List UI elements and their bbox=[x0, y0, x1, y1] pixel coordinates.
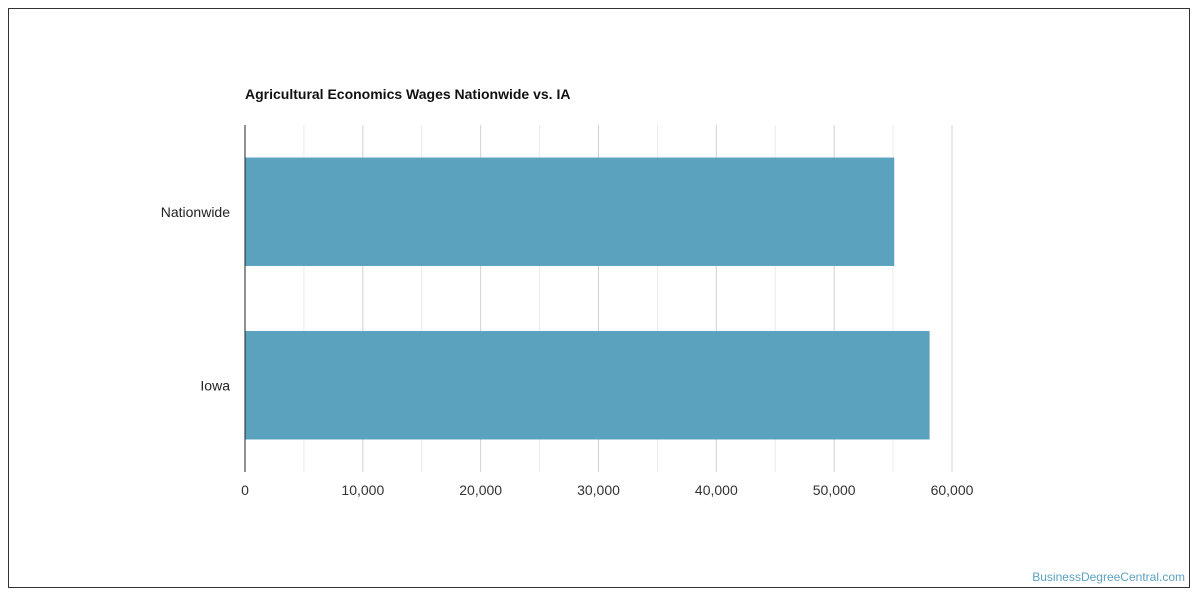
bar-iowa bbox=[245, 331, 930, 440]
x-tick-label: 50,000 bbox=[813, 482, 856, 498]
category-label: Iowa bbox=[200, 377, 230, 393]
watermark-link[interactable]: BusinessDegreeCentral.com bbox=[1032, 570, 1185, 584]
x-tick-label: 30,000 bbox=[577, 482, 620, 498]
x-tick-label: 60,000 bbox=[931, 482, 974, 498]
bar-nationwide bbox=[245, 157, 895, 266]
category-label: Nationwide bbox=[161, 204, 230, 220]
x-tick-label: 20,000 bbox=[459, 482, 502, 498]
chart-title: Agricultural Economics Wages Nationwide … bbox=[245, 86, 571, 102]
bars bbox=[245, 157, 930, 440]
x-tick-label: 40,000 bbox=[695, 482, 738, 498]
x-tick-label: 0 bbox=[241, 482, 249, 498]
axis-labels: Nationwide Iowa 0 10,000 20,000 30,000 40,000 5… bbox=[161, 204, 974, 498]
x-tick-label: 10,000 bbox=[341, 482, 384, 498]
